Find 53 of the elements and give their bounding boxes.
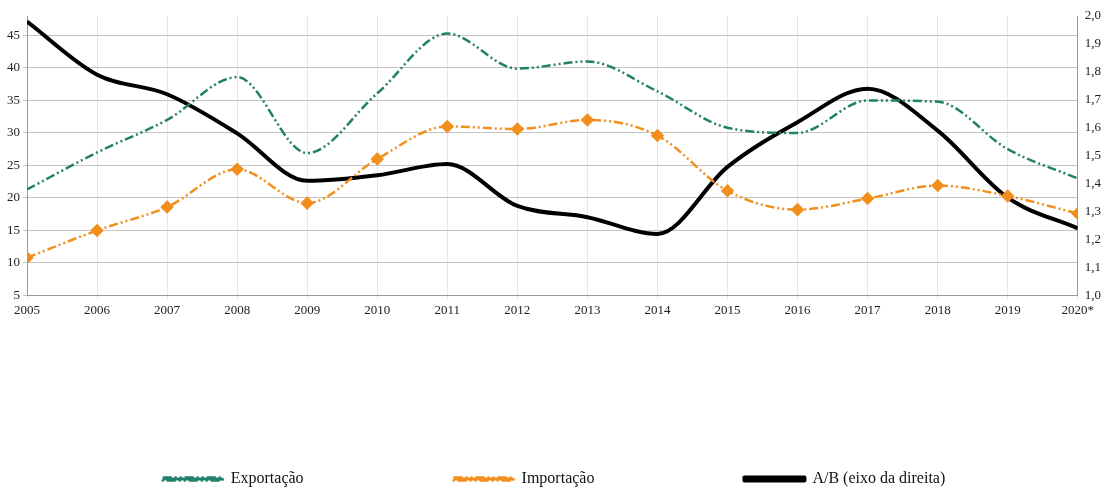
point: [651, 129, 664, 142]
y2-tick-label: 1,3: [1084, 203, 1101, 218]
y-tick-label: 30: [7, 124, 20, 140]
x-tick-label: 2018: [924, 301, 951, 317]
point: [371, 152, 384, 166]
point: [90, 224, 104, 237]
y2-tick-label: 2,0: [1084, 7, 1101, 23]
x-tick-label: 2007: [154, 301, 181, 317]
y-tick-label: 20: [7, 189, 20, 205]
point: [721, 184, 734, 198]
point: [931, 179, 944, 192]
x-tick-label: 2009: [294, 301, 321, 317]
point: [160, 200, 174, 214]
point: [861, 192, 874, 205]
point: [581, 113, 594, 127]
x-tick-label: 2006: [84, 301, 111, 317]
y2-tick-label: 1,5: [1084, 147, 1101, 163]
y2-tick-label: 1,6: [1084, 119, 1102, 135]
y-tick-label: 35: [7, 91, 20, 107]
y-tick-label: 5: [13, 286, 20, 302]
y-tick-label: 40: [7, 59, 20, 75]
point: [1001, 189, 1014, 203]
x-tick-label: 2005: [14, 301, 40, 317]
y2-tick-label: 1,0: [1084, 286, 1101, 302]
x-tick-label: 2016: [784, 301, 812, 317]
point: [441, 120, 454, 133]
legend-label: Importação: [521, 469, 595, 488]
x-tick-label: 2011: [434, 301, 461, 317]
x-tick-label: 2020*: [1061, 301, 1094, 317]
x-tick-label: 2012: [504, 301, 531, 317]
y-tick-label: 45: [7, 26, 20, 42]
x-tick-label: 2010: [364, 301, 391, 317]
y2-tick-label: 1,4: [1084, 175, 1102, 191]
legend-label: A/B (eixo da direita): [812, 469, 946, 488]
point: [511, 122, 524, 136]
y2-tick-label: 1,1: [1084, 258, 1101, 274]
x-tick-label: 2019: [994, 301, 1021, 317]
x-tick-label: 2008: [224, 301, 251, 317]
x-tick-label: 2015: [714, 301, 741, 317]
legend-label: Exportação: [230, 469, 304, 488]
y2-tick-label: 1,7: [1084, 91, 1102, 107]
y-tick-label: 25: [7, 156, 20, 172]
point: [791, 203, 804, 216]
x-tick-label: 2013: [574, 301, 601, 317]
point: [300, 196, 314, 210]
point: [230, 163, 244, 176]
y-tick-label: 10: [7, 254, 20, 270]
y-tick-label: 15: [7, 221, 20, 237]
y2-tick-label: 1,8: [1084, 63, 1101, 79]
x-tick-label: 2014: [644, 301, 671, 317]
y2-tick-label: 1,2: [1084, 230, 1101, 246]
x-tick-label: 2017: [854, 301, 882, 317]
y2-tick-label: 1,9: [1084, 35, 1101, 51]
